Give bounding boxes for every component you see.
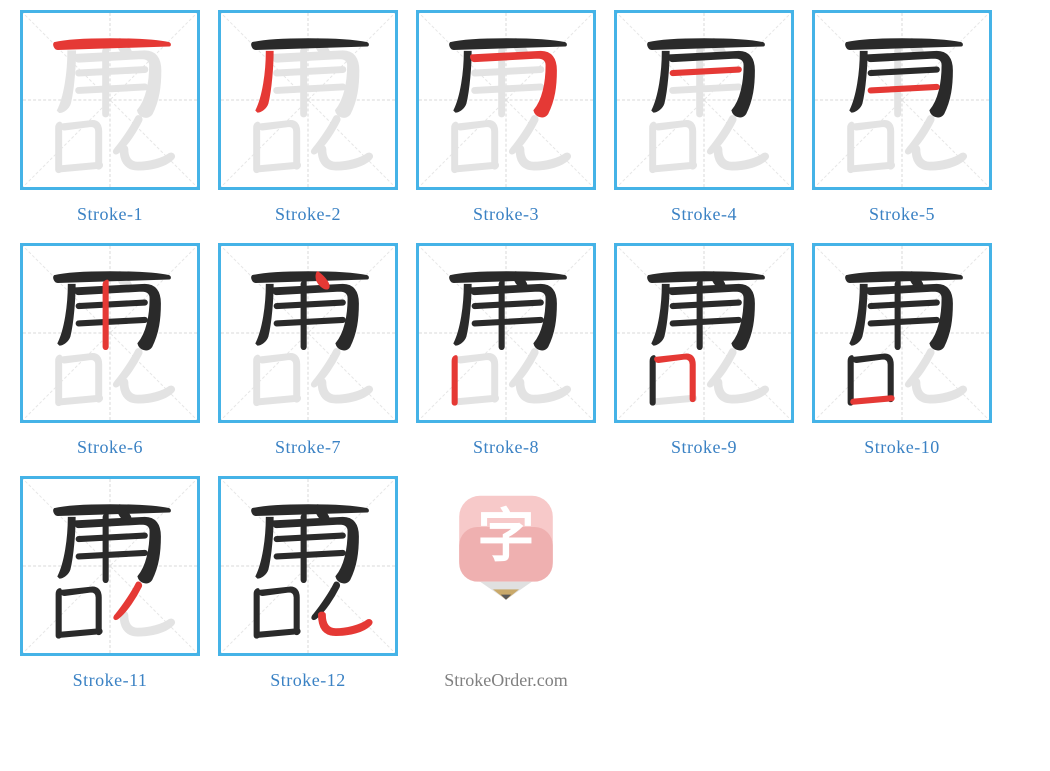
stroke-label: Stroke-6 xyxy=(77,437,143,458)
stroke-cell-2: Stroke-2 xyxy=(218,10,398,225)
svg-text:字: 字 xyxy=(477,505,534,569)
stroke-box-11 xyxy=(20,476,200,656)
stroke-box-12 xyxy=(218,476,398,656)
stroke-label: Stroke-1 xyxy=(77,204,143,225)
stroke-label: Stroke-11 xyxy=(73,670,148,691)
stroke-label: Stroke-4 xyxy=(671,204,737,225)
stroke-box-8 xyxy=(416,243,596,423)
stroke-box-1 xyxy=(20,10,200,190)
stroke-label: Stroke-7 xyxy=(275,437,341,458)
stroke-box-2 xyxy=(218,10,398,190)
stroke-label: Stroke-3 xyxy=(473,204,539,225)
stroke-cell-3: Stroke-3 xyxy=(416,10,596,225)
stroke-cell-5: Stroke-5 xyxy=(812,10,992,225)
stroke-label: Stroke-5 xyxy=(869,204,935,225)
stroke-label: Stroke-10 xyxy=(864,437,940,458)
stroke-box-9 xyxy=(614,243,794,423)
stroke-box-4 xyxy=(614,10,794,190)
stroke-box-5 xyxy=(812,10,992,190)
stroke-cell-6: Stroke-6 xyxy=(20,243,200,458)
stroke-box-3 xyxy=(416,10,596,190)
stroke-grid: Stroke-1 Stroke-2 Stroke-3 Stroke-4 Stro… xyxy=(20,10,1040,691)
stroke-label: Stroke-9 xyxy=(671,437,737,458)
stroke-cell-12: Stroke-12 xyxy=(218,476,398,691)
stroke-label: Stroke-8 xyxy=(473,437,539,458)
site-icon-cell: 字 StrokeOrder.com xyxy=(416,476,596,691)
stroke-cell-9: Stroke-9 xyxy=(614,243,794,458)
site-icon: 字 xyxy=(416,476,596,656)
stroke-cell-4: Stroke-4 xyxy=(614,10,794,225)
watermark-text: StrokeOrder.com xyxy=(444,670,567,691)
stroke-box-7 xyxy=(218,243,398,423)
stroke-cell-1: Stroke-1 xyxy=(20,10,200,225)
stroke-box-10 xyxy=(812,243,992,423)
stroke-cell-7: Stroke-7 xyxy=(218,243,398,458)
stroke-cell-10: Stroke-10 xyxy=(812,243,992,458)
stroke-label: Stroke-2 xyxy=(275,204,341,225)
stroke-box-6 xyxy=(20,243,200,423)
stroke-cell-11: Stroke-11 xyxy=(20,476,200,691)
stroke-cell-8: Stroke-8 xyxy=(416,243,596,458)
stroke-label: Stroke-12 xyxy=(270,670,346,691)
